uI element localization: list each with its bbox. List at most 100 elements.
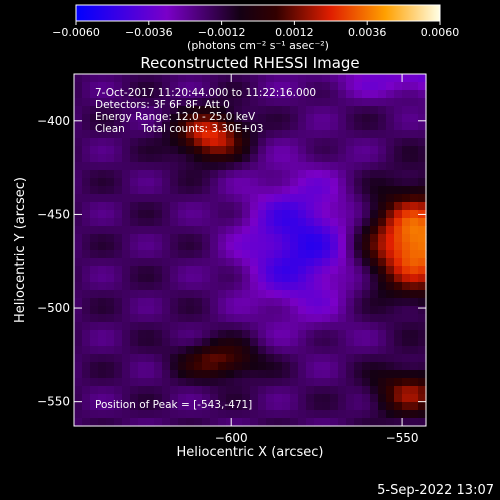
heatmap-cell xyxy=(314,106,323,115)
heatmap-cell xyxy=(242,178,251,187)
heatmap-cell xyxy=(394,178,403,187)
heatmap-cell xyxy=(130,402,139,411)
heatmap-cell xyxy=(74,178,83,187)
heatmap-cell xyxy=(242,218,251,227)
heatmap-cell xyxy=(242,226,251,235)
heatmap-cell xyxy=(210,138,219,147)
colorbar-tick-label: −0.0036 xyxy=(125,26,173,39)
heatmap-cell xyxy=(234,186,243,195)
heatmap-cell xyxy=(322,378,331,387)
heatmap-cell xyxy=(114,338,123,347)
heatmap-cell xyxy=(162,314,171,323)
heatmap-cell xyxy=(194,402,203,411)
heatmap-cell xyxy=(314,314,323,323)
heatmap-cell xyxy=(170,218,179,227)
heatmap-cell xyxy=(90,98,99,107)
heatmap-cell xyxy=(306,298,315,307)
heatmap-cell xyxy=(138,266,147,275)
heatmap-cell xyxy=(282,250,291,259)
heatmap-cell xyxy=(82,226,91,235)
heatmap-cell xyxy=(138,162,147,171)
heatmap-cell xyxy=(178,322,187,331)
heatmap-cell xyxy=(242,266,251,275)
heatmap-cell xyxy=(162,242,171,251)
heatmap-cell xyxy=(210,114,219,123)
heatmap-cell xyxy=(82,98,91,107)
heatmap-cell xyxy=(242,114,251,123)
heatmap-cell xyxy=(250,98,259,107)
heatmap-cell xyxy=(410,194,419,203)
heatmap-cell xyxy=(338,98,347,107)
heatmap-cell xyxy=(202,418,211,427)
heatmap-cell xyxy=(178,162,187,171)
heatmap-cell xyxy=(298,258,307,267)
heatmap-cell xyxy=(402,82,411,91)
heatmap-cell xyxy=(386,234,395,243)
heatmap-cell xyxy=(114,250,123,259)
heatmap-cell xyxy=(218,362,227,371)
y-axis-label: Heliocentric Y (arcsec) xyxy=(13,177,28,323)
heatmap-cell xyxy=(258,370,267,379)
heatmap-cell xyxy=(202,242,211,251)
heatmap-cell xyxy=(74,338,83,347)
heatmap-cell xyxy=(290,154,299,163)
heatmap-cell xyxy=(226,362,235,371)
heatmap-image xyxy=(74,74,427,427)
heatmap-cell xyxy=(130,258,139,267)
heatmap-cell xyxy=(106,386,115,395)
heatmap-cell xyxy=(170,370,179,379)
heatmap-cell xyxy=(314,394,323,403)
heatmap-cell xyxy=(90,298,99,307)
heatmap-cell xyxy=(74,266,83,275)
heatmap-cell xyxy=(194,298,203,307)
heatmap-cell xyxy=(154,338,163,347)
heatmap-cell xyxy=(202,114,211,123)
heatmap-cell xyxy=(130,386,139,395)
heatmap-cell xyxy=(106,338,115,347)
heatmap-cell xyxy=(210,226,219,235)
heatmap-cell xyxy=(370,154,379,163)
heatmap-cell xyxy=(90,186,99,195)
heatmap-cell xyxy=(122,346,131,355)
heatmap-cell xyxy=(106,90,115,99)
heatmap-cell xyxy=(250,202,259,211)
heatmap-cell xyxy=(178,210,187,219)
heatmap-cell xyxy=(274,306,283,315)
heatmap-cell xyxy=(122,210,131,219)
heatmap-cell xyxy=(98,314,107,323)
heatmap-cell xyxy=(154,346,163,355)
heatmap-cell xyxy=(98,234,107,243)
heatmap-cell xyxy=(386,298,395,307)
heatmap-cell xyxy=(106,114,115,123)
heatmap-cell xyxy=(130,98,139,107)
heatmap-cell xyxy=(330,218,339,227)
heatmap-cell xyxy=(386,122,395,131)
heatmap-cell xyxy=(266,218,275,227)
heatmap-cell xyxy=(130,210,139,219)
heatmap-cell xyxy=(362,130,371,139)
heatmap-cell xyxy=(266,250,275,259)
heatmap-cell xyxy=(98,242,107,251)
heatmap-cell xyxy=(74,170,83,179)
heatmap-cell xyxy=(346,114,355,123)
heatmap-cell xyxy=(194,290,203,299)
heatmap-cell xyxy=(90,74,99,83)
heatmap-cell xyxy=(258,106,267,115)
heatmap-cell xyxy=(82,290,91,299)
heatmap-cell xyxy=(322,314,331,323)
heatmap-cell xyxy=(402,186,411,195)
heatmap-cell xyxy=(290,386,299,395)
heatmap-cell xyxy=(186,130,195,139)
heatmap-cell xyxy=(74,242,83,251)
heatmap-cell xyxy=(346,210,355,219)
heatmap-cell xyxy=(218,154,227,163)
heatmap-cell xyxy=(330,74,339,83)
heatmap-cell xyxy=(170,210,179,219)
heatmap-cell xyxy=(178,410,187,419)
heatmap-cell xyxy=(90,242,99,251)
heatmap-cell xyxy=(322,130,331,139)
heatmap-cell xyxy=(322,226,331,235)
heatmap-cell xyxy=(138,386,147,395)
heatmap-cell xyxy=(82,90,91,99)
heatmap-cell xyxy=(122,322,131,331)
